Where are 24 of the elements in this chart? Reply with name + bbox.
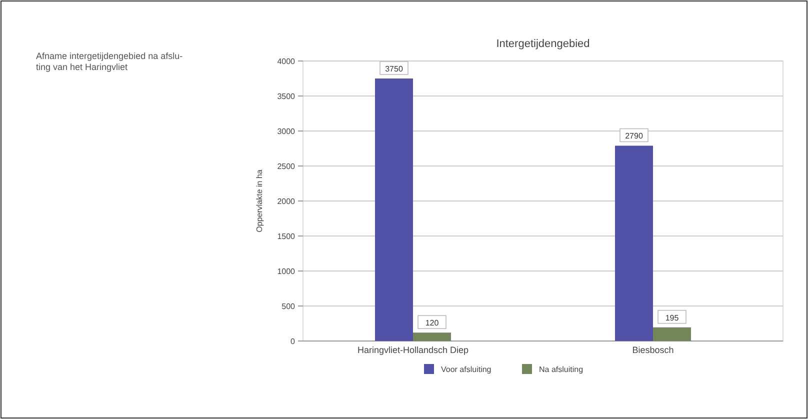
y-tick-label: 0 [290, 337, 296, 346]
legend-label: Na afsluiting [539, 365, 584, 374]
data-label: 2790 [625, 132, 644, 141]
data-label: 3750 [385, 64, 404, 74]
y-tick-label: 2000 [277, 197, 296, 206]
y-tick-label: 500 [282, 302, 296, 311]
x-tick-label: Haringvliet-Hollandsch Diep [357, 345, 469, 355]
text: Afname intergetijdengebied na afslu-ting van het Haringvliet [36, 51, 183, 72]
bar [653, 327, 691, 341]
legend-label: Voor afsluiting [441, 365, 492, 374]
x-tick-label: Biesbosch [632, 345, 674, 355]
data-label: 120 [425, 318, 440, 328]
bar [375, 78, 413, 341]
y-tick-label: 3500 [277, 92, 296, 101]
y-tick-label: 4000 [277, 57, 296, 66]
data-label: 195 [665, 313, 680, 322]
y-axis-title: Oppervlakte in ha [255, 169, 264, 232]
chart-title: Intergetijdengebied [496, 38, 590, 50]
y-tick-label: 3000 [277, 127, 296, 136]
bar [413, 332, 451, 341]
y-tick-label: 1500 [277, 232, 296, 241]
bar [615, 146, 653, 341]
y-tick-label: 2500 [277, 162, 296, 171]
y-tick-label: 1000 [277, 267, 296, 276]
